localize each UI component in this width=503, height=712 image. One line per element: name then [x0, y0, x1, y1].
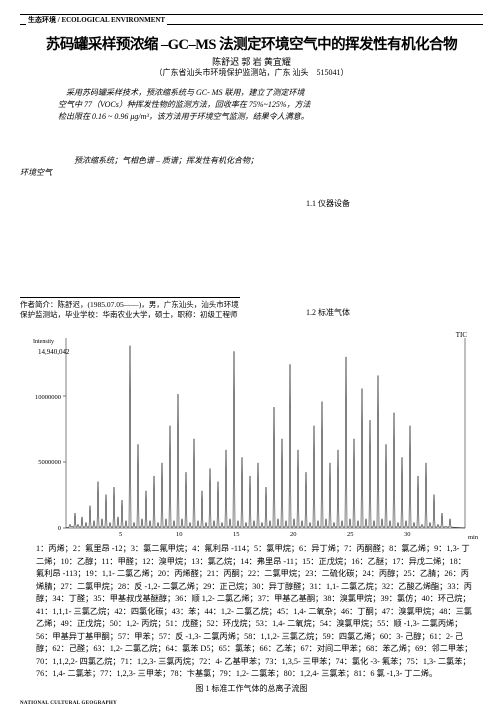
keywords-text: 预浓缩系统；气相色谱 – 质谱；挥发性有机化合物；: [74, 156, 258, 165]
section-header: 生态环境 / ECOLOGICAL ENVIRONMENT: [26, 15, 167, 25]
abstract-text: 采用苏码罐采样技术，预浓缩系统与 GC- MS 联用，建立了测定环境空气中 77…: [58, 88, 311, 121]
x-tick-label: 25: [347, 531, 354, 538]
affiliation: （广东省汕头市环境保护监测站，广东 汕头 515041）: [0, 67, 503, 78]
y-tick-label: 10000000: [21, 394, 61, 401]
keywords: 预浓缩系统；气相色谱 – 质谱；挥发性有机化合物；: [58, 155, 312, 166]
author-bio: 作者简介：陈舒迟，(1985.07.05——)，男，广东汕头，汕头市环境保护监测…: [20, 297, 240, 320]
x-unit-label: min: [468, 534, 478, 541]
y-tick-label: 0: [21, 525, 61, 532]
section-1-1: 1.1 仪器设备: [306, 198, 350, 209]
abstract: 采用苏码罐采样技术，预浓缩系统与 GC- MS 联用，建立了测定环境空气中 77…: [58, 87, 312, 123]
figure-caption: 图 1 标准工作气体的总离子流图: [0, 683, 503, 694]
compound-list: 1：丙烯；2：氟里昂 -12；3：氯二氟甲烷；4：氟利昂 -114；5：氯甲烷；…: [36, 543, 474, 681]
chromatogram-chart: [30, 328, 470, 533]
section-1-2: 1.2 标准气体: [306, 307, 350, 318]
paper-title: 苏码罐采样预浓缩 –GC–MS 法测定环境空气中的挥发性有机化合物: [20, 33, 483, 54]
y-tick-label: 5000000: [21, 459, 61, 466]
x-tick-label: 20: [290, 531, 297, 538]
x-tick-label: 30: [404, 531, 411, 538]
keywords-line2: 环境空气: [20, 167, 52, 178]
chart-svg: [30, 328, 470, 533]
x-tick-label: 10: [176, 531, 183, 538]
footer-text: NATIONAL CULTURAL GEOGRAPHY: [20, 701, 117, 706]
x-tick-label: 5: [119, 531, 122, 538]
x-tick-label: 15: [233, 531, 240, 538]
